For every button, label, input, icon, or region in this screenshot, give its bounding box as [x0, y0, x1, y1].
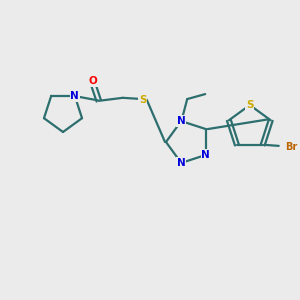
Text: N: N	[177, 158, 186, 168]
Text: S: S	[139, 95, 146, 105]
Text: O: O	[88, 76, 97, 86]
Text: S: S	[246, 100, 253, 110]
Text: N: N	[201, 150, 210, 160]
Text: N: N	[70, 91, 79, 101]
Text: Br: Br	[286, 142, 298, 152]
Text: N: N	[177, 116, 186, 126]
